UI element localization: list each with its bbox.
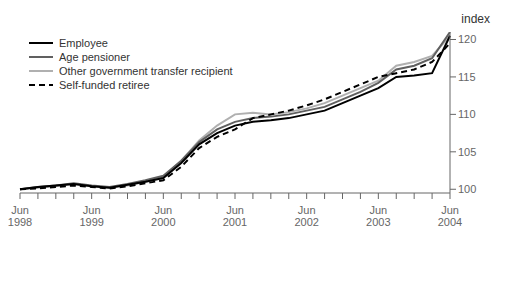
svg-text:Jun2000: Jun2000 [151, 204, 175, 229]
svg-text:Jun2002: Jun2002 [294, 204, 318, 229]
svg-text:100: 100 [458, 183, 476, 195]
svg-text:Jun2003: Jun2003 [366, 204, 390, 229]
svg-text:Jun1999: Jun1999 [79, 204, 103, 229]
svg-text:115: 115 [458, 71, 476, 83]
html-text:Employee: Employee [59, 37, 108, 49]
html-text:Age pensioner: Age pensioner [59, 51, 130, 63]
svg-text:110: 110 [458, 108, 476, 120]
html-text:Self-funded retiree: Self-funded retiree [59, 79, 150, 91]
svg-text:Jun2001: Jun2001 [223, 204, 247, 229]
html-text:Other government transfer reci: Other government transfer recipient [59, 65, 233, 77]
svg-text:105: 105 [458, 146, 476, 158]
svg-text:Jun1998: Jun1998 [8, 204, 32, 229]
svg-text:Jun2004: Jun2004 [438, 204, 462, 229]
svg-text:120: 120 [458, 33, 476, 45]
html-text:index: index [461, 12, 490, 26]
